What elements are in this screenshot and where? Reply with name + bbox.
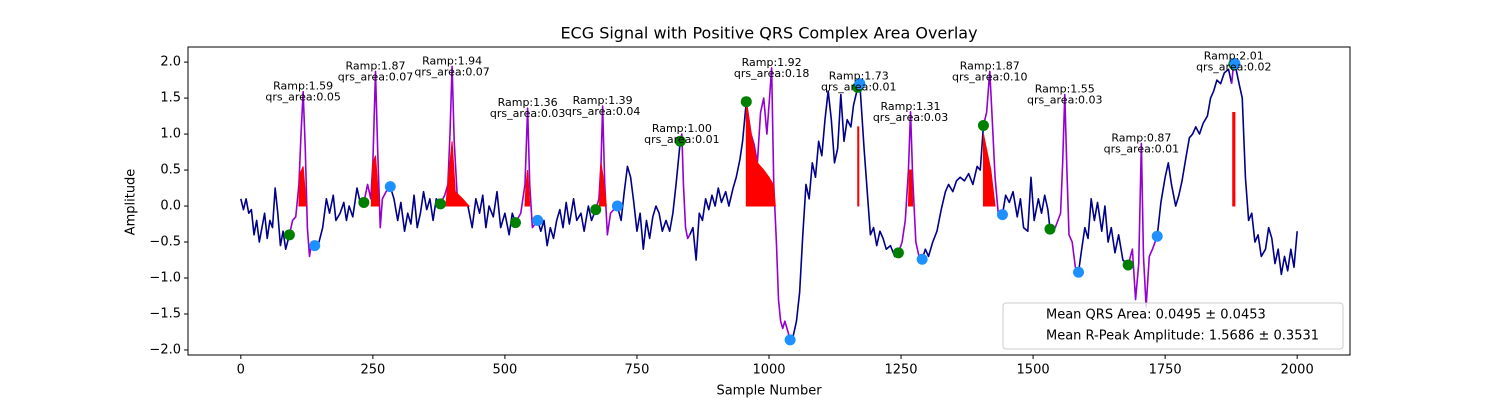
- marker-point: [740, 96, 752, 108]
- x-tick-label: 1500: [1017, 363, 1050, 378]
- qrs-area-fill: [370, 155, 380, 207]
- peak-annotation: Ramp:1.87: [960, 59, 1020, 72]
- marker-point: [784, 334, 796, 346]
- peak-annotation: Ramp:1.59: [273, 80, 333, 93]
- y-tick-label: −0.5: [149, 235, 181, 250]
- peak-annotation: qrs_area:0.02: [1196, 60, 1271, 73]
- peak-annotation: qrs_area:0.03: [490, 107, 565, 120]
- marker-point: [1229, 58, 1241, 70]
- peak-annotation: Ramp:1.94: [422, 54, 482, 67]
- qrs-area-fill: [745, 101, 776, 207]
- y-tick-label: −1.5: [149, 306, 181, 321]
- y-tick-label: 1.0: [160, 127, 181, 142]
- peak-annotation: Ramp:1.92: [742, 56, 802, 69]
- marker-point: [309, 240, 321, 252]
- peak-annotation: qrs_area:0.01: [821, 81, 896, 94]
- marker-point: [509, 217, 521, 229]
- qrs-area-fill: [445, 141, 471, 207]
- qrs-area-fill: [298, 166, 307, 207]
- peak-annotation: Ramp:1.31: [881, 100, 941, 113]
- marker-point: [996, 209, 1008, 221]
- peak-annotation: Ramp:2.01: [1204, 49, 1264, 62]
- peak-annotation: qrs_area:0.18: [734, 67, 809, 80]
- y-tick-label: 0.5: [160, 163, 181, 178]
- marker-point: [854, 78, 866, 90]
- marker-point: [916, 253, 928, 265]
- x-tick-label: 500: [492, 363, 517, 378]
- marker-point: [674, 135, 686, 147]
- y-axis-label: Amplitude: [124, 169, 139, 236]
- peak-annotation: qrs_area:0.05: [265, 91, 340, 104]
- y-tick-label: −2.0: [149, 342, 181, 357]
- peak-annotation: Ramp:0.87: [1111, 131, 1171, 144]
- peak-annotation: qrs_area:0.07: [338, 70, 413, 83]
- x-tick-label: 1750: [1149, 363, 1182, 378]
- marker-point: [434, 198, 446, 210]
- x-tick-label: 0: [237, 363, 245, 378]
- marker-point: [611, 200, 623, 212]
- qrs-area-fill: [598, 162, 607, 207]
- qrs-area-fill: [524, 170, 531, 207]
- qrs-area-fill: [982, 133, 996, 207]
- legend-entry: Mean QRS Area: 0.0495 ± 0.0453: [1046, 308, 1266, 323]
- peak-annotation: Ramp:1.87: [345, 59, 405, 72]
- chart-title: ECG Signal with Positive QRS Complex Are…: [560, 24, 977, 43]
- marker-point: [283, 229, 295, 241]
- marker-point: [358, 196, 370, 208]
- peak-annotation: qrs_area:0.03: [1027, 93, 1102, 106]
- legend-entry: Mean R-Peak Amplitude: 1.5686 ± 0.3531: [1046, 329, 1319, 344]
- peak-annotation: Ramp:1.00: [652, 122, 712, 135]
- qrs-area-fill: [1232, 111, 1236, 207]
- marker-point: [384, 181, 396, 193]
- peak-annotation: Ramp:1.73: [829, 70, 889, 83]
- marker-point: [1122, 259, 1134, 271]
- marker-point: [1151, 230, 1163, 242]
- marker-point: [892, 247, 904, 259]
- peak-annotation: qrs_area:0.03: [873, 111, 948, 124]
- legend-box: [1002, 302, 1344, 350]
- peak-annotation: Ramp:1.39: [573, 94, 633, 107]
- qrs-area-fill: [907, 169, 914, 207]
- plot-frame: [187, 46, 1351, 356]
- peak-annotation: qrs_area:0.07: [414, 65, 489, 78]
- marker-point: [532, 214, 544, 226]
- qrs-area-fill: [857, 126, 860, 207]
- y-tick-label: 2.0: [160, 55, 181, 70]
- peak-annotation: qrs_area:0.04: [565, 105, 640, 118]
- marker-point: [1044, 223, 1056, 235]
- x-tick-label: 1000: [752, 363, 785, 378]
- x-tick-label: 2000: [1281, 363, 1314, 378]
- peak-annotation: qrs_area:0.10: [952, 70, 1027, 83]
- y-tick-label: 1.5: [160, 91, 181, 106]
- y-tick-label: 0.0: [160, 199, 181, 214]
- marker-point: [977, 119, 989, 131]
- peak-annotation: Ramp:1.55: [1035, 82, 1095, 95]
- signal-line: [240, 63, 1298, 341]
- x-tick-label: 1250: [884, 363, 917, 378]
- x-tick-label: 250: [360, 363, 385, 378]
- x-tick-label: 750: [625, 363, 650, 378]
- x-axis-label: Sample Number: [716, 384, 822, 399]
- peak-annotation: qrs_area:0.01: [644, 133, 719, 146]
- y-tick-label: −1.0: [149, 271, 181, 286]
- marker-point: [1073, 266, 1085, 278]
- peak-annotation: qrs_area:0.01: [1104, 142, 1179, 155]
- marker-point: [590, 204, 602, 216]
- peak-annotation: Ramp:1.36: [498, 96, 558, 109]
